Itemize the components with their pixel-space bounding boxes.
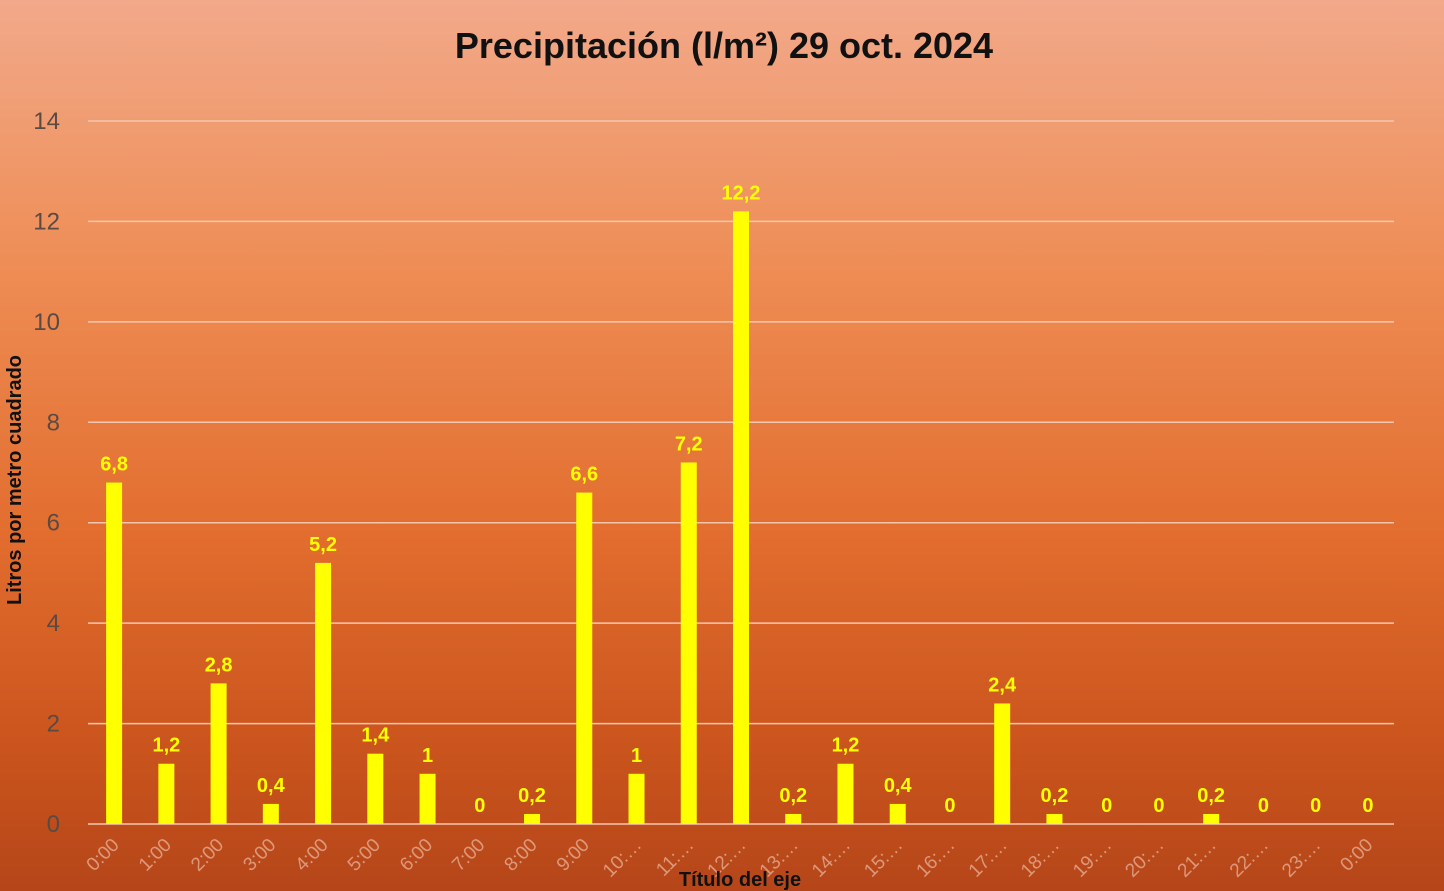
x-tick-label: 16:… [913, 835, 960, 882]
x-tick-label: 17:… [965, 835, 1012, 882]
bar [837, 763, 854, 824]
bar [994, 703, 1011, 824]
bar [680, 462, 697, 824]
data-label: 7,2 [675, 433, 703, 455]
bar [1203, 813, 1220, 824]
data-label: 0 [1153, 795, 1164, 817]
bar [106, 482, 123, 824]
x-tick-label: 8:00 [501, 835, 542, 876]
x-tick-label: 1:00 [135, 835, 176, 876]
data-label: 0,4 [257, 775, 286, 797]
x-tick-label: 22:… [1226, 835, 1273, 882]
data-label: 12,2 [722, 182, 761, 204]
data-label: 5,2 [309, 534, 337, 556]
y-tick-label: 6 [47, 510, 60, 537]
bar [419, 773, 436, 824]
x-tick-label: 0:00 [83, 835, 124, 876]
data-label: 1,2 [832, 735, 860, 757]
data-label: 0,2 [1041, 785, 1069, 807]
data-label: 0 [1258, 795, 1269, 817]
data-label: 0 [1310, 795, 1321, 817]
x-tick-label: 5:00 [344, 835, 385, 876]
bar [367, 753, 384, 824]
data-label: 1 [422, 745, 433, 767]
data-label: 0,2 [518, 785, 546, 807]
x-tick-label: 4:00 [292, 835, 333, 876]
data-label: 1 [631, 745, 642, 767]
bar [785, 813, 802, 824]
bar [158, 763, 175, 824]
data-label: 0,4 [884, 775, 913, 797]
bar [1046, 813, 1063, 824]
y-axis-ticks: 0 2 4 6 8 10 12 14 [33, 108, 60, 838]
x-tick-label: 14:… [808, 835, 855, 882]
data-label: 0 [1101, 795, 1112, 817]
bars [106, 211, 1220, 824]
x-tick-label: 2:00 [187, 835, 228, 876]
y-tick-label: 0 [47, 811, 60, 838]
data-label: 6,6 [570, 464, 598, 486]
bar [210, 683, 227, 824]
x-tick-label: 21:… [1174, 835, 1221, 882]
data-label: 2,4 [988, 674, 1017, 696]
x-tick-label: 15:… [860, 835, 907, 882]
data-label: 2,8 [205, 654, 233, 676]
y-tick-label: 10 [33, 309, 60, 336]
bar [315, 562, 332, 824]
x-tick-label: 20:… [1121, 835, 1168, 882]
x-tick-label: 7:00 [448, 835, 489, 876]
chart-title: Precipitación (l/m²) 29 oct. 2024 [455, 25, 993, 66]
y-tick-label: 2 [47, 711, 60, 738]
bar [262, 803, 279, 824]
x-tick-label: 9:00 [553, 835, 594, 876]
y-axis-label: Litros por metro cuadrado [4, 355, 26, 605]
data-labels: 6,8 1,2 2,8 0,4 5,2 1,4 1 0 0,2 6,6 1 7,2 12,2 0,2 1,2… [100, 182, 1373, 817]
data-label: 0 [944, 795, 955, 817]
data-label: 0 [1362, 795, 1373, 817]
bar [524, 813, 541, 824]
y-tick-label: 14 [33, 108, 60, 135]
bar [628, 773, 645, 824]
bar [889, 803, 906, 824]
y-tick-label: 8 [47, 409, 60, 436]
x-tick-label: 3:00 [239, 835, 280, 876]
bar [733, 211, 749, 824]
data-label: 0,2 [779, 785, 807, 807]
data-label: 0,2 [1197, 785, 1225, 807]
y-tick-label: 12 [33, 208, 60, 235]
x-tick-label: 18:… [1017, 835, 1064, 882]
y-tick-label: 4 [47, 610, 60, 637]
data-label: 0 [474, 795, 485, 817]
bar [576, 492, 593, 824]
x-tick-label: 10:… [599, 835, 646, 882]
data-label: 6,8 [100, 454, 128, 476]
x-axis-label: Título del eje [679, 869, 801, 891]
data-label: 1,2 [152, 735, 180, 757]
x-tick-label: 19:… [1069, 835, 1116, 882]
x-tick-label: 6:00 [396, 835, 437, 876]
x-tick-label: 0:00 [1336, 835, 1377, 876]
data-label: 1,4 [361, 725, 390, 747]
x-tick-label: 23:… [1278, 835, 1325, 882]
